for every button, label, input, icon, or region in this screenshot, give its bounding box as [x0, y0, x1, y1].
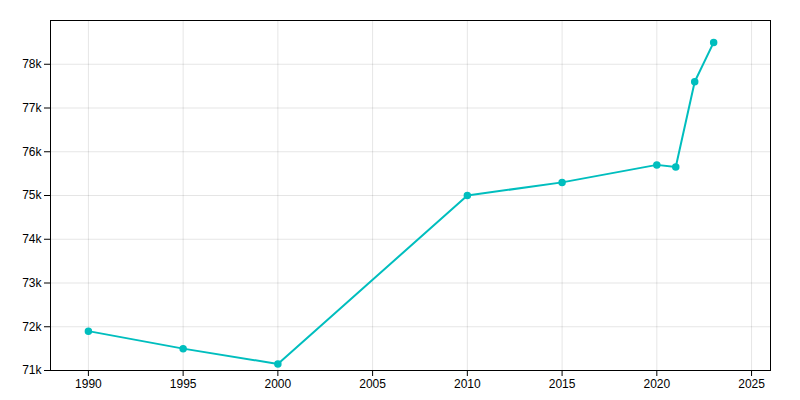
svg-text:2025: 2025	[738, 377, 765, 391]
svg-text:75k: 75k	[22, 188, 42, 202]
svg-text:2020: 2020	[643, 377, 670, 391]
svg-text:2000: 2000	[265, 377, 292, 391]
svg-text:2005: 2005	[359, 377, 386, 391]
svg-text:78k: 78k	[22, 57, 42, 71]
svg-text:1995: 1995	[170, 377, 197, 391]
svg-text:1990: 1990	[75, 377, 102, 391]
svg-text:72k: 72k	[22, 320, 42, 334]
svg-text:74k: 74k	[22, 232, 42, 246]
svg-text:71k: 71k	[22, 363, 42, 377]
svg-text:2010: 2010	[454, 377, 481, 391]
svg-text:76k: 76k	[22, 145, 42, 159]
svg-text:2015: 2015	[549, 377, 576, 391]
svg-text:77k: 77k	[22, 101, 42, 115]
svg-text:73k: 73k	[22, 276, 42, 290]
